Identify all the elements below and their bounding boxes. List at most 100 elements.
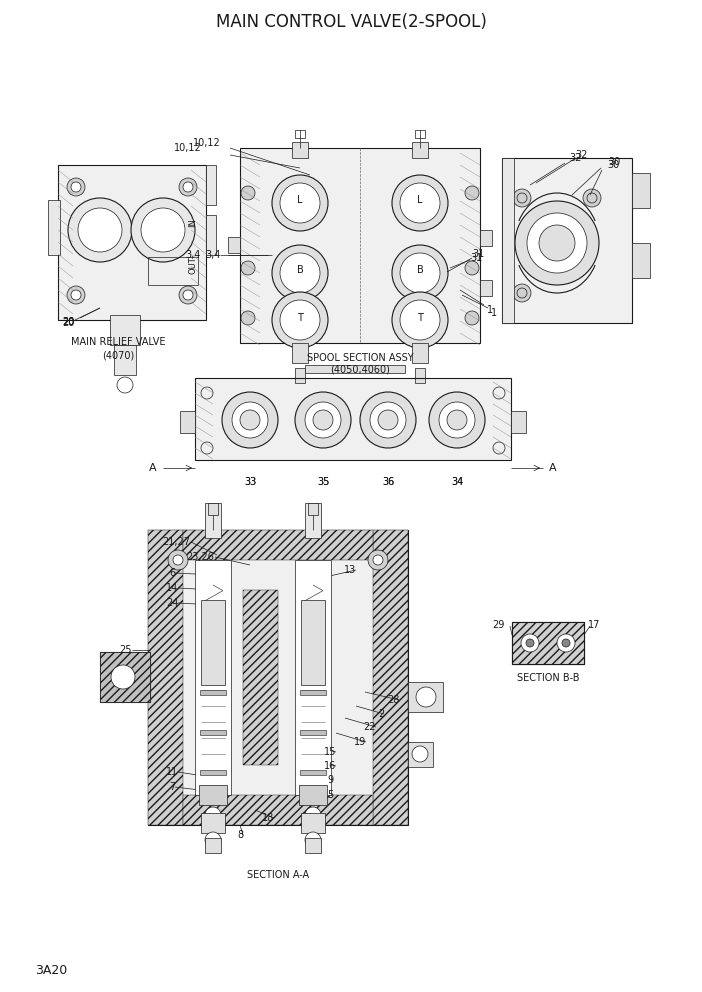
Text: MAIN RELIEF VALVE: MAIN RELIEF VALVE: [71, 337, 165, 347]
Bar: [415, 130, 425, 138]
Bar: [183, 530, 373, 560]
Circle shape: [370, 402, 406, 438]
Text: 17: 17: [588, 620, 600, 630]
Bar: [58, 165, 206, 320]
Circle shape: [67, 178, 85, 196]
Bar: [48, 200, 60, 255]
Circle shape: [562, 639, 570, 647]
Bar: [295, 560, 331, 795]
Bar: [205, 838, 221, 853]
Text: 22: 22: [364, 722, 376, 732]
Bar: [502, 158, 632, 323]
Text: 36: 36: [382, 477, 394, 487]
Text: (4070): (4070): [102, 350, 134, 360]
Bar: [300, 730, 326, 735]
Bar: [308, 503, 318, 515]
Circle shape: [179, 286, 197, 304]
Circle shape: [400, 183, 440, 223]
Text: 16: 16: [324, 761, 336, 771]
Bar: [632, 243, 650, 278]
Text: 15: 15: [324, 747, 336, 757]
Circle shape: [141, 208, 185, 252]
Text: 30: 30: [608, 157, 620, 167]
Circle shape: [68, 198, 132, 262]
Bar: [300, 690, 326, 695]
Circle shape: [241, 261, 255, 275]
Bar: [206, 215, 216, 255]
Circle shape: [205, 807, 221, 823]
Bar: [201, 600, 225, 685]
Text: 31: 31: [470, 253, 482, 263]
Bar: [480, 280, 492, 296]
Bar: [201, 813, 225, 833]
Bar: [148, 530, 408, 825]
Bar: [502, 158, 514, 323]
Text: 30: 30: [607, 160, 619, 170]
Circle shape: [392, 245, 448, 301]
Bar: [240, 148, 480, 343]
Bar: [305, 838, 321, 853]
Circle shape: [71, 182, 81, 192]
Text: 19: 19: [354, 737, 366, 747]
Text: 3A20: 3A20: [35, 963, 67, 976]
Text: IN: IN: [189, 218, 197, 227]
Text: 32: 32: [576, 150, 588, 160]
Text: A: A: [150, 463, 157, 473]
Circle shape: [272, 175, 328, 231]
Bar: [110, 315, 140, 345]
Text: 33: 33: [244, 477, 256, 487]
Circle shape: [400, 253, 440, 293]
Bar: [412, 343, 428, 363]
Circle shape: [305, 832, 321, 848]
Text: 1: 1: [491, 308, 497, 318]
Bar: [183, 795, 373, 825]
Bar: [408, 742, 433, 767]
Circle shape: [465, 311, 479, 325]
Text: 3,4: 3,4: [205, 250, 220, 260]
Circle shape: [179, 178, 197, 196]
Text: 25: 25: [120, 645, 132, 655]
Text: OUT: OUT: [189, 256, 197, 274]
Circle shape: [392, 292, 448, 348]
Bar: [195, 560, 231, 795]
Text: 34: 34: [451, 477, 463, 487]
Circle shape: [465, 261, 479, 275]
Bar: [295, 368, 305, 383]
Text: A: A: [549, 463, 557, 473]
Bar: [301, 600, 325, 685]
Circle shape: [583, 189, 601, 207]
Text: 28: 28: [387, 695, 399, 705]
Bar: [205, 503, 221, 538]
Bar: [195, 378, 511, 460]
Circle shape: [515, 201, 599, 285]
Text: B: B: [297, 265, 303, 275]
Bar: [412, 142, 428, 158]
Bar: [299, 785, 327, 805]
Text: 2: 2: [378, 709, 384, 719]
Circle shape: [513, 189, 531, 207]
Bar: [300, 770, 326, 775]
Text: 34: 34: [451, 477, 463, 487]
Circle shape: [313, 410, 333, 430]
Circle shape: [78, 208, 122, 252]
Text: 13: 13: [344, 565, 356, 575]
Circle shape: [131, 198, 195, 262]
Text: 33: 33: [244, 477, 256, 487]
Text: 36: 36: [382, 477, 394, 487]
Circle shape: [241, 311, 255, 325]
Bar: [200, 690, 226, 695]
Text: 35: 35: [317, 477, 329, 487]
Text: 9: 9: [327, 775, 333, 785]
Text: 35: 35: [317, 477, 329, 487]
Bar: [200, 770, 226, 775]
Text: SECTION A-A: SECTION A-A: [247, 870, 309, 880]
Circle shape: [241, 186, 255, 200]
Text: 21,27: 21,27: [162, 537, 190, 547]
Bar: [295, 130, 305, 138]
Text: 32: 32: [570, 153, 582, 163]
Bar: [502, 158, 632, 323]
Circle shape: [280, 300, 320, 340]
Text: 6: 6: [169, 568, 175, 578]
Circle shape: [173, 555, 183, 565]
Circle shape: [368, 550, 388, 570]
